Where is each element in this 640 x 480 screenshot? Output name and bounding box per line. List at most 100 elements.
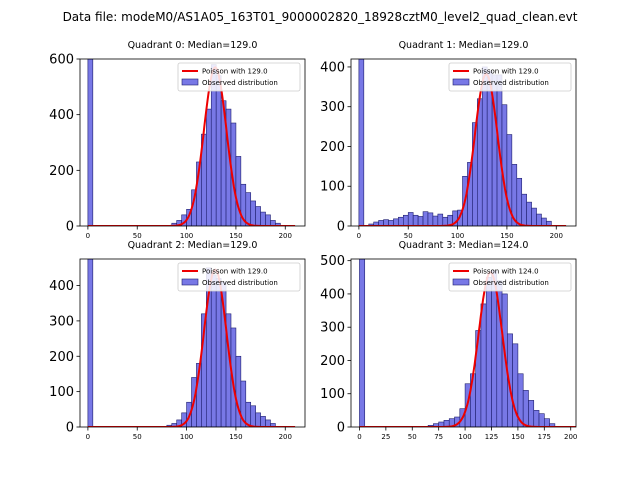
legend-bar-swatch — [452, 278, 470, 286]
poisson-curve — [87, 268, 296, 427]
x-tick-label: 150 — [500, 232, 513, 240]
legend: Poisson with 129.0 Observed distribution — [177, 262, 301, 292]
y-tick-label: 0 — [337, 421, 345, 436]
histogram-bar — [206, 108, 212, 226]
y-tick-label: 400 — [320, 287, 345, 302]
y-tick-label: 200 — [49, 350, 74, 365]
y-tick-label: 200 — [320, 354, 345, 369]
histogram-bar — [358, 59, 365, 226]
quadrant-0-title: Quadrant 0: Median=129.0 — [128, 40, 258, 51]
histogram-bar — [526, 201, 532, 226]
histogram-bar — [536, 213, 542, 226]
y-tick-label: 400 — [49, 279, 74, 294]
histogram-bar — [538, 413, 545, 427]
histogram-bar — [265, 214, 271, 226]
y-tick-label: 400 — [49, 108, 74, 123]
histogram-bar — [403, 214, 409, 226]
x-tick-label: 100 — [180, 433, 193, 441]
histogram-bar — [215, 278, 222, 427]
poisson-curve — [359, 271, 576, 427]
histogram-bar — [533, 410, 540, 427]
histogram-bar — [215, 75, 222, 226]
figure-title: Data file: modeM0/AS1A05_163T01_90000028… — [63, 10, 578, 24]
x-tick-label: 50 — [133, 232, 142, 240]
poisson-curve — [358, 72, 567, 226]
y-tick-label: 0 — [66, 220, 74, 235]
x-tick-label: 25 — [381, 433, 390, 441]
quadrant-2-panel: Quadrant 2: Median=129.0 0 50 100 150 200 0 100… — [49, 240, 306, 441]
y-tick-label: 200 — [49, 164, 74, 179]
x-tick-label: 100 — [180, 232, 193, 240]
legend-label-poisson: Poisson with 129.0 — [202, 68, 268, 76]
axes-frame — [79, 258, 306, 428]
x-tick-label: 150 — [229, 433, 242, 441]
histogram-bar — [417, 216, 424, 226]
legend-label-poisson: Poisson with 129.0 — [202, 268, 268, 276]
histogram-bar — [412, 214, 419, 226]
y-tick-label: 0 — [337, 220, 345, 235]
histogram-bar — [485, 276, 492, 427]
y-tick-label: 400 — [320, 60, 345, 75]
quadrant-1-panel: Quadrant 1: Median=129.0 0 50 100 150 200 0 100… — [320, 40, 577, 240]
histogram-bar — [260, 211, 266, 226]
histogram-bar — [501, 104, 508, 226]
legend: Poisson with 129.0 Observed distribution — [177, 62, 301, 92]
y-tick-label: 100 — [49, 385, 74, 400]
histogram-bar — [260, 416, 266, 427]
y-tick-label: 100 — [320, 387, 345, 402]
histogram-bar — [210, 274, 217, 427]
legend-label-observed: Observed distribution — [473, 79, 549, 87]
x-tick-label: 50 — [408, 433, 417, 441]
histogram-bar — [516, 177, 523, 226]
x-tick-label: 200 — [564, 433, 577, 441]
x-tick-label: 200 — [279, 232, 292, 240]
histogram-bar — [250, 200, 256, 226]
quadrant-0-panel: Quadrant 0: Median=129.0 0 50 100 150 200 0 200… — [49, 40, 306, 240]
histogram-bar — [546, 220, 552, 226]
histogram-bar — [250, 405, 256, 427]
legend-bar-swatch — [452, 78, 470, 86]
x-tick-label: 0 — [86, 433, 90, 441]
histogram-bar — [407, 212, 414, 226]
x-tick-label: 200 — [550, 232, 563, 240]
histogram-bar — [398, 216, 404, 226]
legend-bar-swatch — [181, 78, 199, 86]
x-tick-label: 0 — [86, 232, 90, 240]
y-tick-label: 300 — [320, 100, 345, 115]
histogram-bar — [87, 59, 94, 226]
x-tick-label: 0 — [357, 433, 361, 441]
histogram-bar — [255, 412, 261, 427]
y-tick-label: 200 — [320, 140, 345, 155]
quadrant-1-title: Quadrant 1: Median=129.0 — [399, 40, 529, 51]
histogram-bar — [477, 98, 483, 226]
legend-label-poisson: Poisson with 124.0 — [473, 268, 539, 276]
histogram-bar — [427, 212, 434, 226]
histogram-bar — [480, 303, 487, 427]
x-tick-label: 175 — [538, 433, 551, 441]
histogram-bar — [521, 193, 527, 226]
y-tick-label: 0 — [66, 421, 74, 436]
axes-frame — [79, 58, 306, 227]
legend-box — [177, 62, 301, 92]
y-tick-label: 500 — [320, 254, 345, 269]
histogram-bar — [87, 259, 94, 427]
axes-frame — [350, 58, 577, 227]
histogram-bar — [270, 423, 276, 427]
histogram-bar — [522, 390, 529, 427]
histogram-bar — [235, 156, 242, 226]
legend: Poisson with 129.0 Observed distribution — [448, 62, 572, 92]
histogram-bar — [437, 213, 444, 226]
quadrant-2-title: Quadrant 2: Median=129.0 — [128, 240, 258, 251]
y-tick-label: 600 — [49, 53, 74, 68]
histogram-bar — [544, 418, 550, 427]
histogram-bar — [528, 400, 535, 427]
axes-frame — [350, 258, 577, 428]
histogram-bar — [393, 218, 399, 226]
histogram-bar — [265, 419, 271, 427]
legend-box — [177, 262, 301, 292]
legend: Poisson with 124.0 Observed distribution — [448, 262, 572, 292]
x-tick-label: 50 — [404, 232, 413, 240]
histogram-bar — [245, 192, 252, 226]
poisson-curve — [87, 66, 296, 226]
